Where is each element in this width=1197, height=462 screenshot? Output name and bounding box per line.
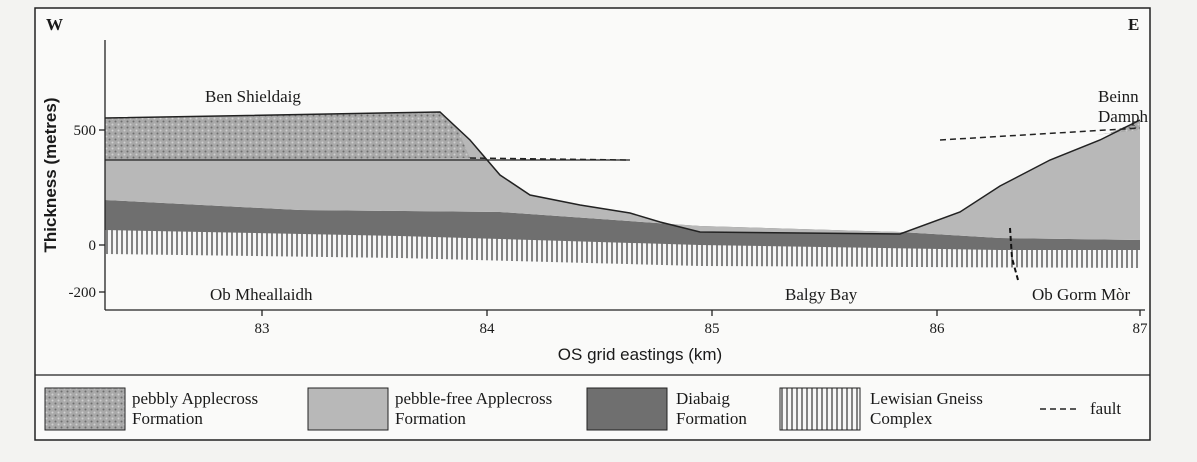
place-label: Damph	[1098, 107, 1149, 126]
place-label: Ob Mheallaidh	[210, 285, 313, 304]
legend-label: Formation	[676, 409, 747, 428]
x-tick-label: 85	[705, 321, 720, 337]
x-tick-label: 83	[255, 321, 270, 337]
diabaig	[105, 200, 1140, 250]
surface	[104, 111, 1141, 235]
x-tick-label: 84	[480, 321, 496, 337]
legend-swatch	[44, 387, 126, 431]
axes	[99, 40, 1145, 316]
place-label: Ben Shieldaig	[205, 87, 301, 106]
legend-swatch	[779, 387, 861, 431]
fault-line	[469, 157, 631, 161]
direction: E	[1128, 15, 1139, 34]
place-label: Balgy Bay	[785, 285, 858, 304]
y-tick-label: 0	[89, 238, 97, 254]
y-tick-label: 500	[74, 123, 97, 139]
direction: W	[46, 15, 63, 34]
pebbly-west	[105, 112, 470, 160]
legend-swatch	[307, 387, 389, 431]
legend-label: Formation	[395, 409, 466, 428]
x-tick-label: 86	[930, 321, 946, 337]
legend-label: pebble-free Applecross	[395, 389, 552, 408]
legend-swatch	[586, 387, 668, 431]
fault	[1009, 227, 1019, 281]
place-label: Beinn	[1098, 87, 1139, 106]
cross-section	[104, 111, 1141, 281]
y-axis-label: Thickness (metres)	[41, 98, 60, 253]
legend-label: pebbly Applecross	[132, 389, 258, 408]
legend-label: fault	[1090, 399, 1121, 418]
legend-label: Diabaig	[676, 389, 730, 408]
fault-line	[939, 127, 1141, 141]
place-label: Ob Gorm Mòr	[1032, 285, 1131, 304]
legend-label: Complex	[870, 409, 933, 428]
legend-label: Lewisian Gneiss	[870, 389, 983, 408]
legend-label: Formation	[132, 409, 203, 428]
legend: pebbly Applecross Formation pebble-free …	[44, 387, 1121, 431]
pebbly-east	[1095, 120, 1140, 135]
x-axis-label: OS grid eastings (km)	[558, 345, 722, 364]
y-tick-label: -200	[69, 285, 97, 301]
lewisian	[105, 228, 1140, 268]
x-tick-label: 87	[1133, 321, 1149, 337]
